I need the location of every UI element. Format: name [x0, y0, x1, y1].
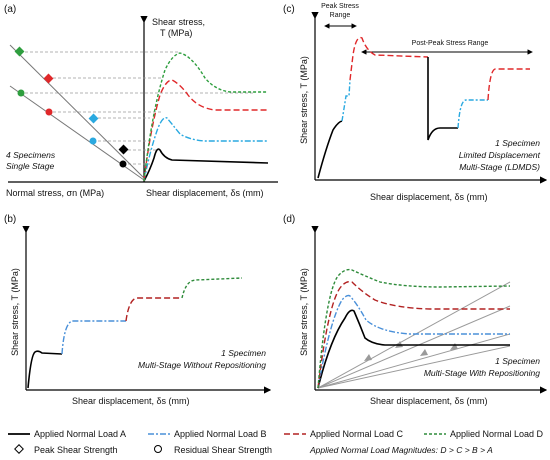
- panel-d-y-axis-label: Shear stress, T (MPa): [299, 268, 309, 356]
- panel-c-peak-range-label-1: Peak Stress: [321, 3, 359, 10]
- panel-c-note-line3: Multi-Stage (LDMDS): [459, 162, 540, 172]
- panel-a-label: (a): [4, 4, 16, 15]
- panel-a-y-axis-label-2: T (MPa): [160, 28, 192, 38]
- panel-b-label: (b): [4, 214, 16, 225]
- legend-label-load-a: Applied Normal Load A: [34, 429, 126, 439]
- panel-a-guide-lines: [20, 51, 255, 165]
- panel-c-curve-load-b-stage2: [457, 99, 488, 129]
- panel-d-label: (d): [283, 214, 295, 225]
- panel-c-y-axis-label: Shear stress, T (MPa): [299, 56, 309, 144]
- panel-a-peak-marker-d: [14, 46, 25, 57]
- panel-c-x-axis-label: Shear displacement, δs (mm): [370, 192, 488, 202]
- panel-c-note-line2: Limited Displacement: [459, 150, 541, 160]
- legend-label-peak: Peak Shear Strength: [34, 445, 118, 455]
- panel-d-note-line2: Multi-Stage With Repositioning: [424, 368, 540, 378]
- legend-residual-icon: [154, 445, 162, 453]
- panel-a-curve-load-d: [143, 52, 268, 182]
- panel-d-curve-load-b: [317, 294, 510, 389]
- legend-label-load-d: Applied Normal Load D: [450, 429, 544, 439]
- panel-b-note-line1: 1 Specimen: [221, 348, 266, 358]
- panel-a-note-line2: Single Stage: [6, 161, 54, 171]
- panel-b-curve-load-b: [61, 320, 126, 355]
- panel-c-curve-load-c: [349, 36, 429, 81]
- panel-c-curve-load-c-stage2: [487, 68, 530, 101]
- legend-peak-icon: [14, 444, 24, 454]
- legend-label-load-b: Applied Normal Load B: [174, 429, 267, 439]
- panel-a-x-axis-label-right: Shear displacement, δs (mm): [146, 188, 264, 198]
- panel-a-residual-marker-d: [17, 89, 25, 97]
- panel-b-curve-load-c: [125, 297, 182, 322]
- legend-magnitudes-note: Applied Normal Load Magnitudes: D > C > …: [309, 445, 493, 455]
- panel-c-peak-range-label-2: Range: [330, 12, 351, 19]
- panel-b-note-line2: Multi-Stage Without Repositioning: [138, 360, 266, 370]
- panel-a-curve-load-b: [143, 117, 268, 182]
- panel-a-curve-load-a: [143, 148, 269, 182]
- panel-c-curve-load-b: [341, 79, 351, 122]
- panel-c-curve-load-a: [317, 120, 343, 179]
- panel-a-residual-marker-c: [45, 108, 53, 116]
- panel-c-curve-load-a-stage2: [427, 57, 458, 141]
- panel-a-residual-marker-b: [89, 137, 97, 145]
- panel-c: (c) Shear stress, T (MPa) Shear displace…: [283, 3, 548, 202]
- panel-d: (d) Shear stress, T (MPa) Shear displace…: [283, 214, 548, 406]
- panel-b-y-axis-label: Shear stress, T (MPa): [10, 268, 20, 356]
- panel-c-note-line1: 1 Specimen: [495, 138, 540, 148]
- panel-a-peak-marker-c: [43, 73, 54, 84]
- panel-b-x-axis-label: Shear displacement, δs (mm): [72, 396, 190, 406]
- legend-label-residual: Residual Shear Strength: [174, 445, 272, 455]
- panel-a-y-axis-label-1: Shear stress,: [152, 17, 205, 27]
- panel-a-x-axis-label-left: Normal stress, σn (MPa): [6, 188, 104, 198]
- panel-d-x-axis-label: Shear displacement, δs (mm): [370, 396, 488, 406]
- panel-a-peak-marker-b: [88, 113, 99, 124]
- panel-b-curve-load-d: [181, 277, 243, 299]
- panel-a-curve-load-c: [143, 79, 268, 182]
- panel-a-peak-marker-a: [118, 144, 129, 155]
- legend: Applied Normal Load A Applied Normal Loa…: [8, 429, 544, 455]
- panel-d-note-line1: 1 Specimen: [495, 356, 540, 366]
- panel-a: (a) Shear stress, T (MPa) Normal stress,…: [4, 4, 278, 198]
- panel-b: (b) Shear stress, T (MPa) Shear displace…: [4, 214, 272, 406]
- legend-label-load-c: Applied Normal Load C: [310, 429, 404, 439]
- panel-c-label: (c): [283, 4, 295, 15]
- panel-d-curve-load-a: [317, 309, 510, 389]
- panel-d-unloading-lines: [317, 281, 511, 389]
- panel-b-curve-load-a: [27, 350, 63, 389]
- panel-d-curve-load-d: [317, 268, 511, 389]
- panel-a-peak-envelope: [9, 44, 145, 179]
- panel-a-residual-marker-a: [119, 160, 127, 168]
- panel-c-post-peak-label: Post-Peak Stress Range: [412, 40, 489, 47]
- panel-d-curve-load-c: [317, 280, 510, 389]
- panel-a-note-line1: 4 Specimens: [6, 150, 56, 160]
